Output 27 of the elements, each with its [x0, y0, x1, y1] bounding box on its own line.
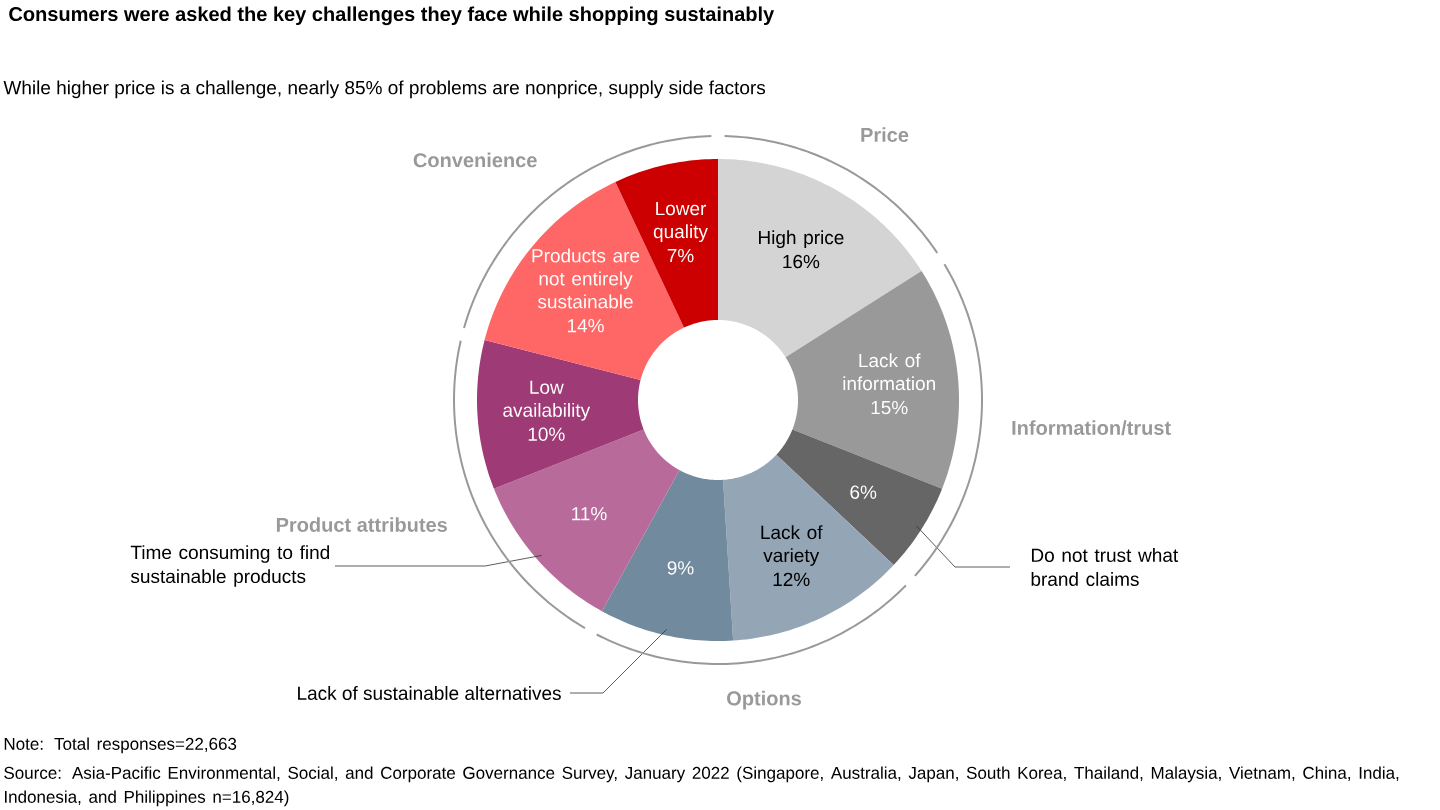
slice-label: Low availability — [503, 380, 591, 421]
data-label: 9% — [667, 561, 694, 575]
chart-subtitle: While higher price is a challenge, nearly 85% of problems are nonprice, supply side factors — [3, 80, 766, 99]
text: Price — [861, 127, 909, 142]
text: Convenience — [413, 152, 537, 168]
slice-label: Do not trust what brand claims — [1031, 548, 1179, 586]
data-label: 12% — [773, 572, 810, 587]
slice-label: High price — [759, 230, 844, 249]
text: Information/trust — [1012, 420, 1171, 436]
slice-label: Lack of variety — [761, 525, 823, 566]
data-label: 7% — [667, 248, 694, 263]
data-label: 14% — [567, 319, 604, 333]
text: Product attributes — [276, 517, 447, 532]
data-label: 6% — [850, 485, 877, 499]
data-label: 11% — [572, 507, 607, 521]
slice-label: Lack of sustainable alternatives — [298, 686, 561, 700]
slice-label: Time consuming to find sustainable products — [130, 545, 330, 587]
data-label: 15% — [871, 400, 908, 415]
data-label: 16% — [783, 254, 820, 269]
text: Note: Total responses=22,663 — [4, 737, 237, 754]
slice-label: Lack of information — [843, 353, 935, 391]
slice-label: Products are not entirely sustainable — [532, 248, 640, 309]
text: Options — [727, 690, 801, 710]
chart-title: Consumers were asked the key challenges they face while shopping sustainably — [9, 6, 775, 26]
data-label: 10% — [528, 427, 565, 441]
source-note: Source: Asia-Pacific Environmental, Social, and Corporate Governance Survey, January 2022 (Singapore, Australia, Japan, South Korea, Thailand, Malaysia, Vietnam, China, India, Indonesia, and Philippines n=16,824) — [4, 766, 1399, 807]
slice-label: Lower quality — [653, 202, 708, 243]
